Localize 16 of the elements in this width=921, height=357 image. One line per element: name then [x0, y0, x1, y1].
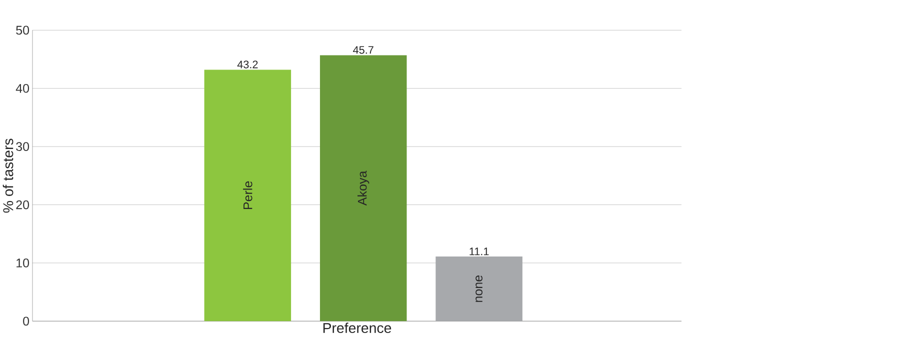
y-tick-label: 20: [16, 200, 30, 210]
x-tick-label: Akoya: [358, 170, 370, 206]
y-tick-label: 0: [23, 316, 30, 326]
x-tick-label: none: [476, 275, 482, 302]
x-tick-label: Perle: [243, 181, 252, 209]
data-label: 11.1: [470, 248, 489, 256]
bar: [320, 55, 407, 322]
bar: [204, 70, 292, 322]
y-axis-title: % of tasters: [2, 138, 14, 213]
data-label: 43.2: [237, 60, 258, 68]
y-tick-label: 10: [16, 258, 30, 268]
y-tick-label: 40: [16, 84, 30, 93]
y-tick-label: 50: [16, 26, 30, 35]
y-tick-label: 30: [16, 142, 30, 151]
x-axis-title: Preference: [323, 322, 392, 333]
data-label: 45.7: [353, 46, 374, 54]
